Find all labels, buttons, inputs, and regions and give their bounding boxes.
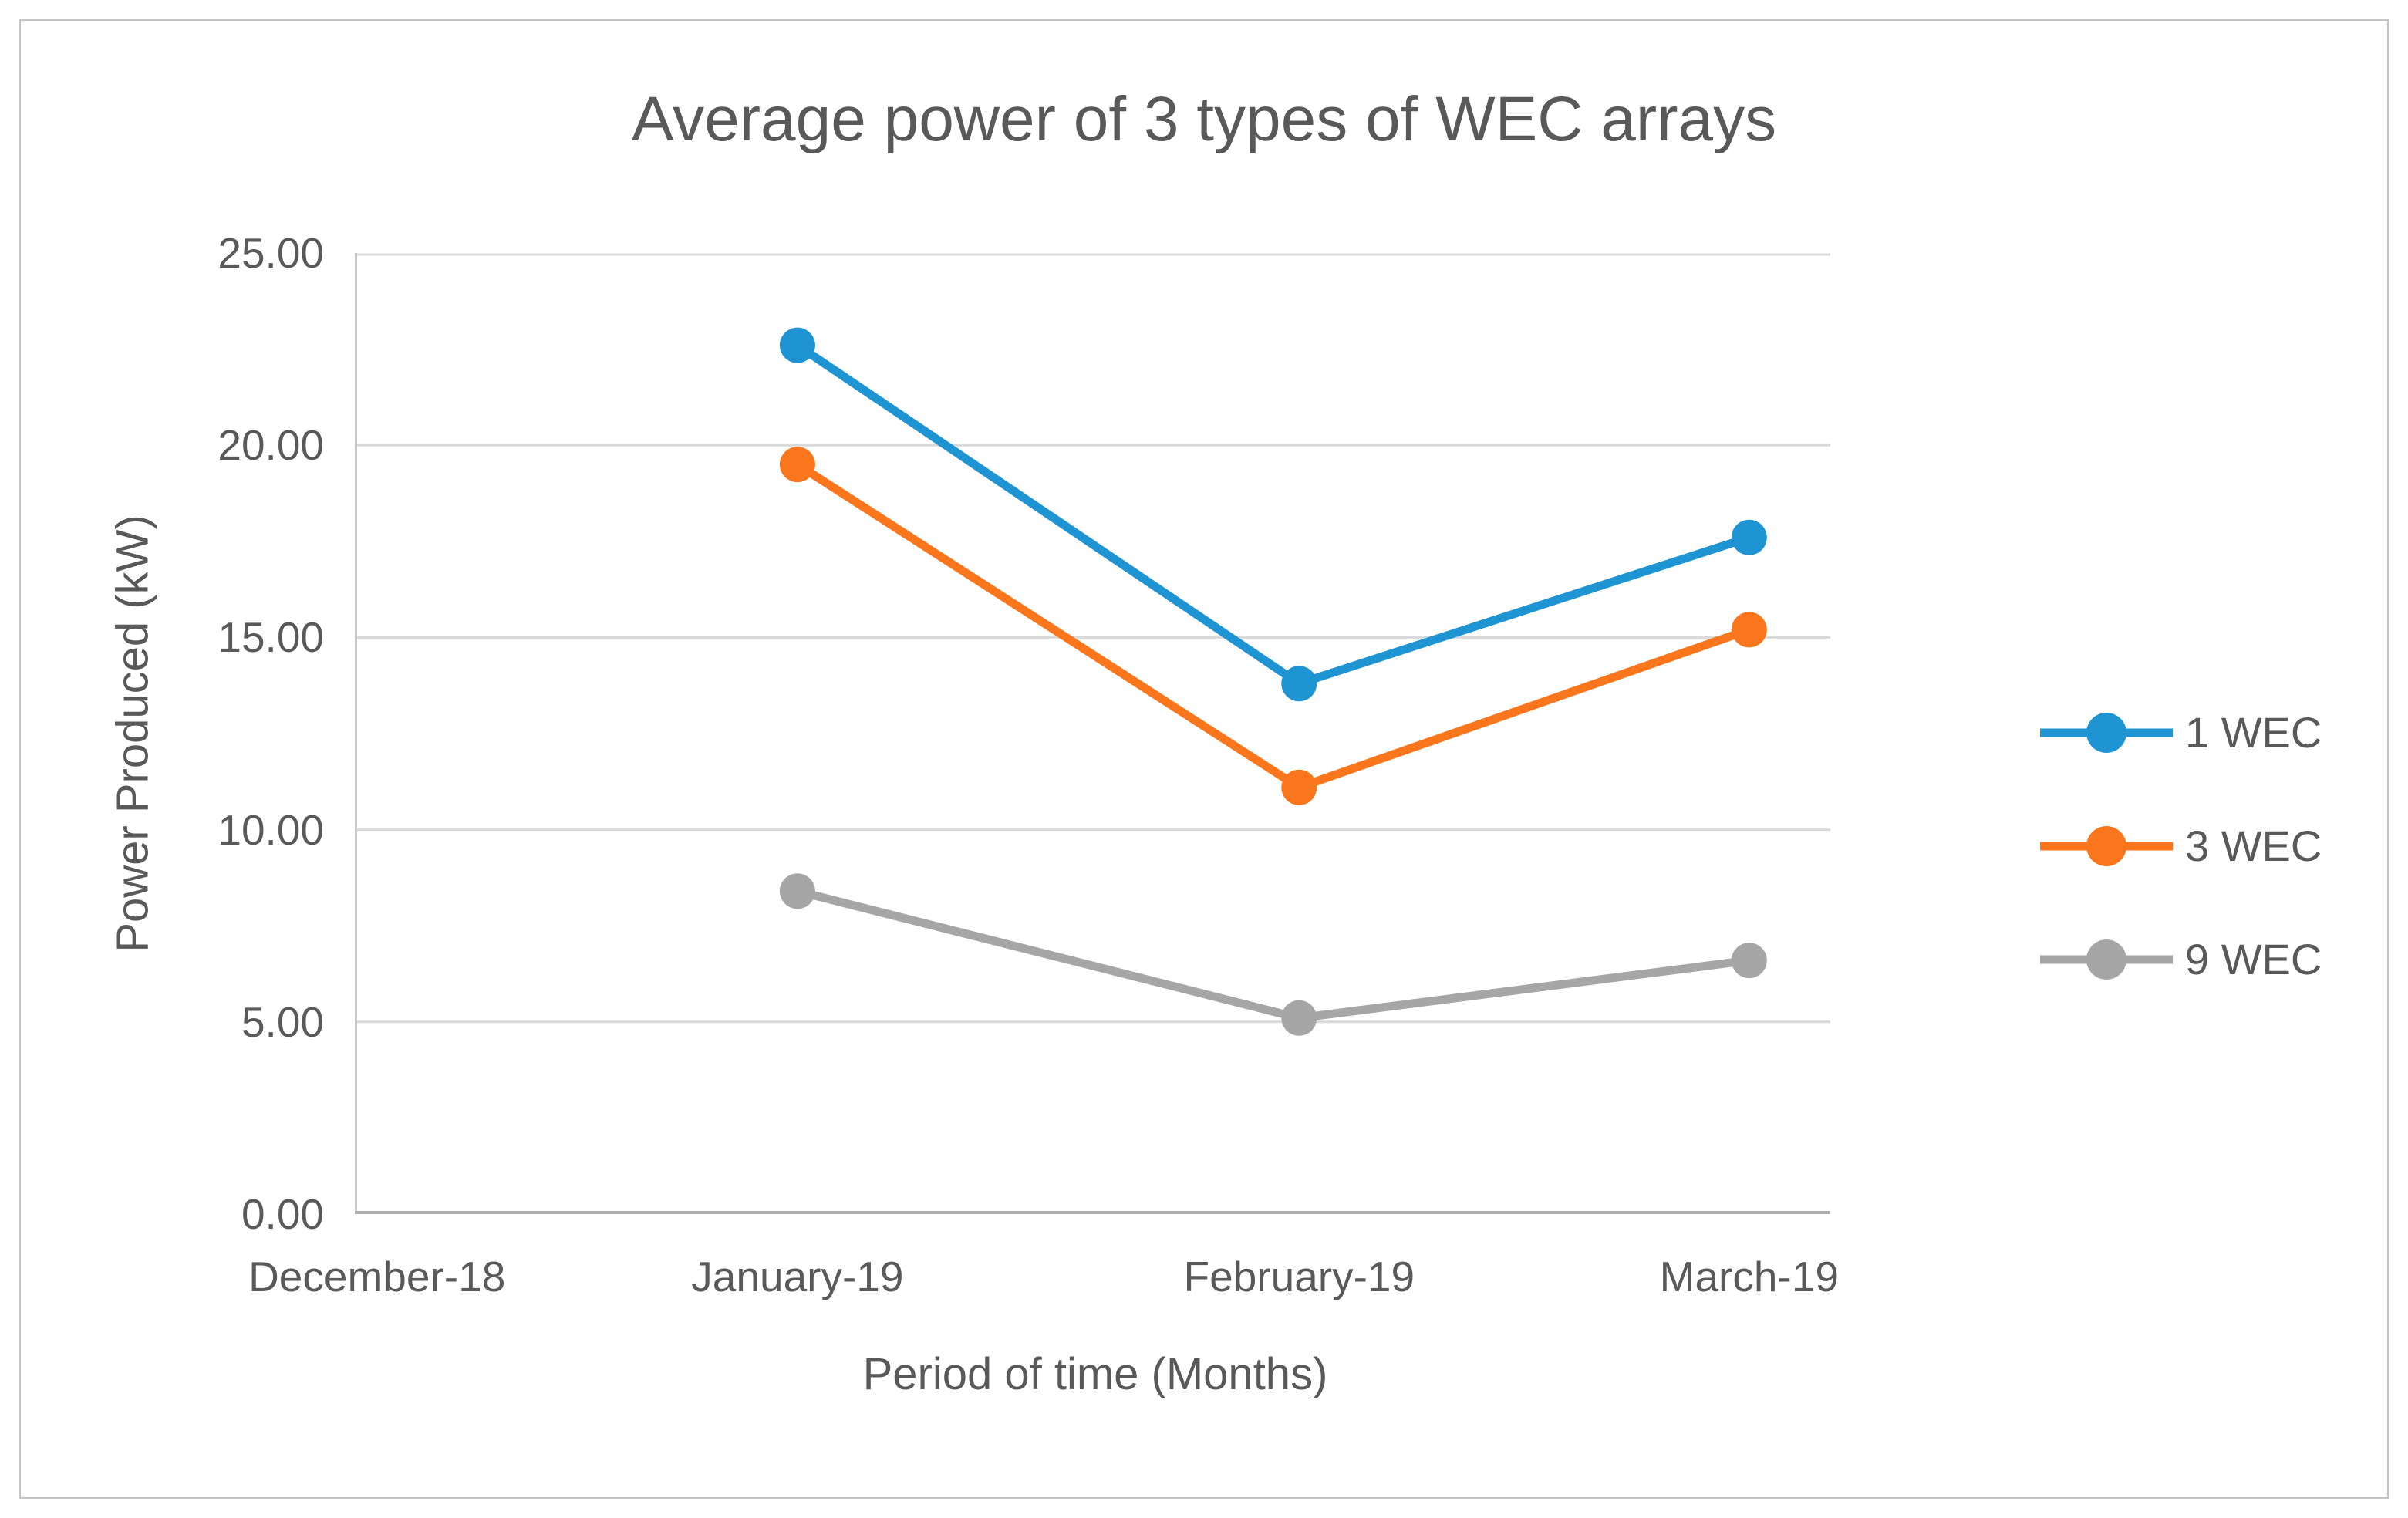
legend-label: 3 WEC <box>2185 821 2322 870</box>
data-point-marker-1-wec <box>1731 519 1767 555</box>
legend: 1 WEC 3 WEC 9 WEC <box>2040 707 2322 984</box>
chart-title: Average power of 3 types of WEC arrays <box>631 84 1777 154</box>
data-point-marker-3-wec <box>779 447 815 483</box>
x-axis-title: Period of time (Months) <box>862 1349 1328 1399</box>
x-axis-category-label: December-18 <box>248 1253 506 1300</box>
y-axis-tick-label: 25.00 <box>218 229 324 277</box>
x-axis-category-label: January-19 <box>691 1253 904 1300</box>
y-axis-tick-label: 20.00 <box>218 421 324 470</box>
data-point-marker-9-wec <box>1731 943 1767 979</box>
chart-frame-border <box>19 19 2389 1499</box>
plot-area <box>355 253 1830 1214</box>
data-point-marker-3-wec <box>1281 769 1317 805</box>
series-line-9-wec <box>793 886 1754 1023</box>
data-point-marker-1-wec <box>1281 666 1317 702</box>
y-axis-tick-label: 15.00 <box>218 613 324 662</box>
data-point-marker-1-wec <box>779 327 815 363</box>
legend-item-3-wec: 3 WEC <box>2040 821 2322 871</box>
series-line-3-wec <box>793 460 1754 792</box>
y-axis-title: Power Produced (kW) <box>107 514 158 953</box>
data-point-marker-3-wec <box>1731 612 1767 648</box>
legend-item-9-wec: 9 WEC <box>2040 934 2322 984</box>
series-line-1-wec <box>793 341 1754 688</box>
legend-item-1-wec: 1 WEC <box>2040 707 2322 757</box>
data-point-marker-9-wec <box>779 873 815 909</box>
y-axis-tick-label: 0.00 <box>241 1190 324 1238</box>
x-axis-category-label: March-19 <box>1659 1253 1839 1300</box>
y-axis-tick-label: 5.00 <box>241 997 324 1046</box>
x-axis-category-label: February-19 <box>1183 1253 1415 1300</box>
legend-label: 9 WEC <box>2185 935 2322 983</box>
data-point-marker-9-wec <box>1281 1000 1317 1036</box>
legend-marker-icon <box>2040 712 2173 753</box>
y-axis-tick-label: 10.00 <box>218 805 324 854</box>
legend-label: 1 WEC <box>2185 708 2322 757</box>
legend-marker-icon <box>2040 825 2173 866</box>
legend-marker-icon <box>2040 939 2173 980</box>
